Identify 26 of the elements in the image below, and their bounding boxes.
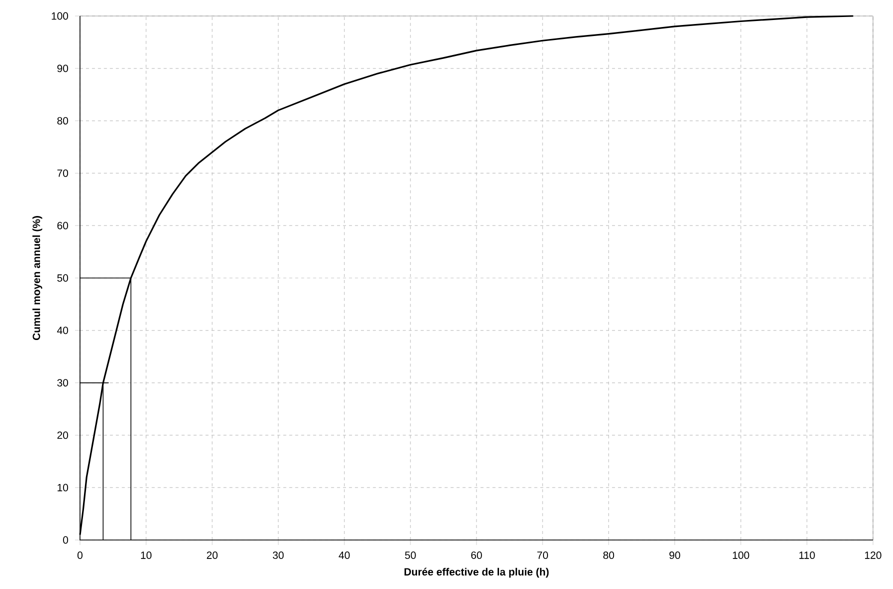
x-tick-label: 120 bbox=[865, 552, 882, 559]
x-tick-label: 40 bbox=[338, 552, 350, 559]
x-tick-label: 20 bbox=[206, 552, 218, 559]
y-tick-label: 40 bbox=[57, 326, 68, 334]
x-tick-label: 30 bbox=[272, 552, 284, 559]
y-tick-label: 100 bbox=[52, 12, 68, 20]
x-tick-label: 50 bbox=[405, 552, 416, 559]
y-tick-label: 70 bbox=[57, 170, 68, 177]
y-tick-label: 20 bbox=[57, 432, 68, 439]
y-tick-label: 10 bbox=[58, 484, 68, 492]
y-tick-label: 80 bbox=[57, 117, 68, 125]
y-tick-label: 60 bbox=[57, 222, 68, 230]
x-tick-label: 100 bbox=[732, 552, 750, 559]
x-tick-label: 80 bbox=[603, 552, 614, 559]
y-tick-label: 30 bbox=[57, 379, 68, 387]
y-tick-label: 0 bbox=[63, 536, 68, 544]
x-tick-label: 110 bbox=[799, 552, 815, 559]
x-axis-title: Durée effective de la pluie (h) bbox=[404, 568, 549, 578]
y-tick-label: 90 bbox=[57, 64, 68, 72]
x-tick-label: 90 bbox=[669, 552, 680, 559]
y-tick-label: 50 bbox=[57, 274, 68, 282]
y-axis-title: Cumul moyen annuel (%) bbox=[32, 216, 42, 340]
x-tick-label: 0 bbox=[78, 552, 82, 559]
x-tick-label: 60 bbox=[471, 552, 482, 559]
x-tick-label: 10 bbox=[141, 552, 152, 559]
x-tick-label: 70 bbox=[537, 552, 548, 559]
